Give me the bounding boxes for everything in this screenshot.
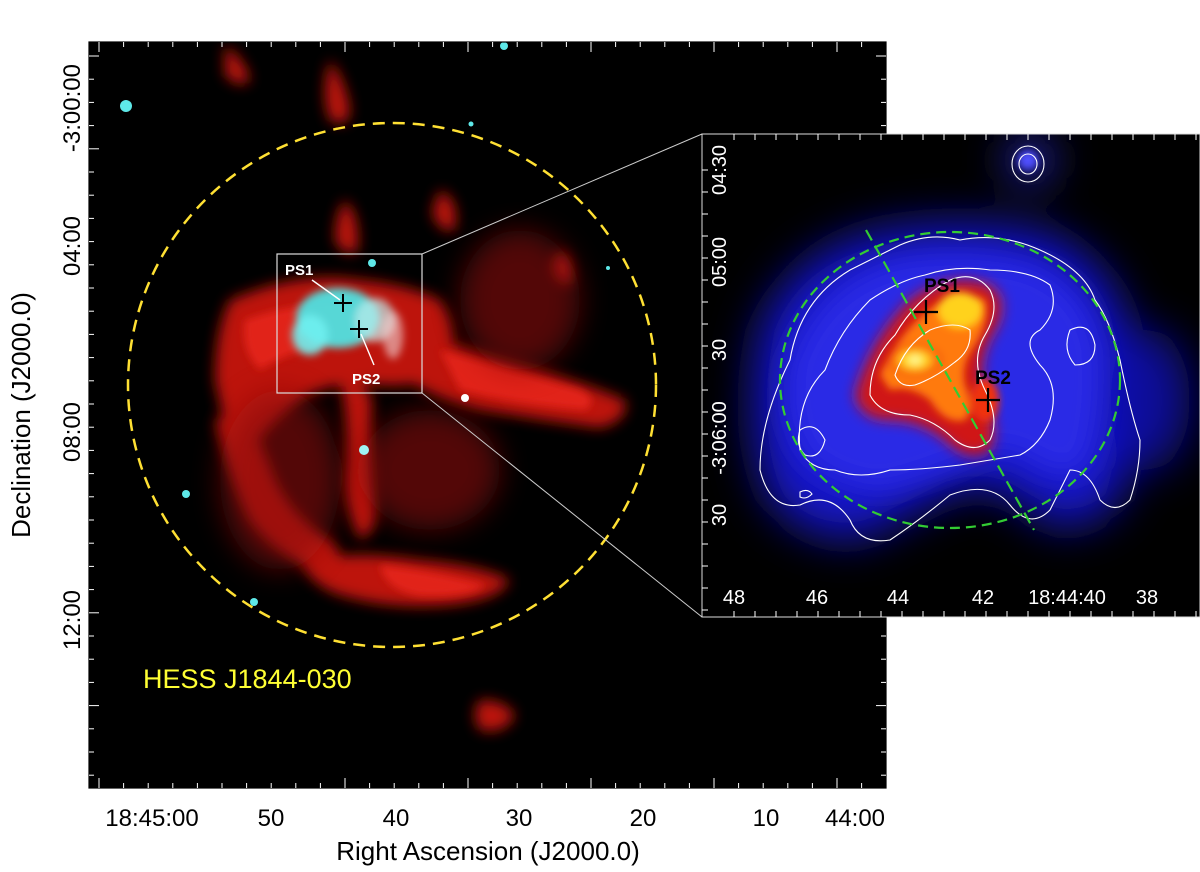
x-tick-label: 50 xyxy=(258,805,285,832)
marker-ps1: PS1 xyxy=(285,262,352,312)
marker-ps2: PS2 xyxy=(350,320,380,388)
zoom-region-box xyxy=(276,253,423,394)
inset-x-tick-label: 46 xyxy=(806,587,828,609)
inset-marker-ps2-label: PS2 xyxy=(975,368,1011,389)
inset-marker-ps1: PS1 xyxy=(914,276,960,324)
xray-point-source xyxy=(606,266,610,270)
y-axis-title: Declination (J2000.0) xyxy=(6,292,36,538)
fitted-ellipse xyxy=(778,230,1122,530)
inset-tick-marks xyxy=(702,134,1197,617)
x-tick-label: 44:00 xyxy=(825,805,885,832)
inset-y-tick-label: 30 xyxy=(709,339,731,361)
zoom-connector-top xyxy=(421,133,703,255)
inset-y-tick-label: 30 xyxy=(709,504,731,526)
hess-extent-circle xyxy=(126,121,658,649)
xray-point-source xyxy=(182,490,190,498)
xray-point-source xyxy=(368,259,376,267)
x-tick-label: 40 xyxy=(383,805,410,832)
inset-y-tick-labels: 04:30 05:00 30 -3:06:00 30 xyxy=(709,145,731,526)
inset-x-tick-label: 48 xyxy=(723,587,745,609)
inset-marker-ps1-label: PS1 xyxy=(924,276,960,297)
inset-marker-ps2: PS2 xyxy=(975,368,1011,412)
xray-point-source xyxy=(359,445,369,455)
xray-point-source xyxy=(120,100,132,112)
major-axis-line xyxy=(865,229,1035,531)
marker-ps1-label: PS1 xyxy=(285,262,313,279)
radio-emission xyxy=(215,45,626,731)
inset-x-tick-label: 42 xyxy=(972,587,994,609)
main-y-tick-labels: -3:00:00 04:00 08:00 12:00 xyxy=(59,64,86,650)
y-tick-label: 04:00 xyxy=(59,216,86,276)
zoom-connector-bottom xyxy=(421,392,703,618)
inset-x-tick-labels: 48 46 44 42 18:44:40 38 xyxy=(723,587,1158,609)
xray-point-source xyxy=(250,598,258,606)
x-tick-label: 30 xyxy=(506,805,533,832)
inset-x-tick-label: 38 xyxy=(1136,587,1158,609)
y-tick-label: 08:00 xyxy=(59,402,86,462)
y-tick-label: -3:00:00 xyxy=(59,64,86,152)
inset-y-tick-label: 05:00 xyxy=(709,237,731,287)
y-tick-label: 12:00 xyxy=(59,590,86,650)
marker-ps2-label: PS2 xyxy=(352,371,380,388)
x-tick-label: 18:45:00 xyxy=(105,805,198,832)
inset-x-tick-label: 44 xyxy=(887,587,909,609)
inset-panel: PS1 PS2 48 46 44 42 18:44:40 38 04:30 05… xyxy=(701,133,1200,618)
inset-frame xyxy=(701,133,1200,618)
xray-point-source xyxy=(461,394,469,402)
x-tick-label: 10 xyxy=(753,805,780,832)
inset-intensity-map xyxy=(752,138,1190,542)
intensity-contours xyxy=(759,145,1141,542)
xray-point-source xyxy=(500,42,508,50)
xray-point-source xyxy=(468,121,474,127)
x-axis-title: Right Ascension (J2000.0) xyxy=(336,836,640,866)
source-label: HESS J1844-030 xyxy=(143,664,352,694)
inset-y-tick-label: -3:06:00 xyxy=(709,401,731,474)
inset-x-tick-label: 18:44:40 xyxy=(1028,587,1106,609)
main-x-tick-labels: 18:45:00 50 40 30 20 10 44:00 xyxy=(105,805,885,832)
x-tick-label: 20 xyxy=(630,805,657,832)
inset-y-tick-label: 04:30 xyxy=(709,145,731,195)
